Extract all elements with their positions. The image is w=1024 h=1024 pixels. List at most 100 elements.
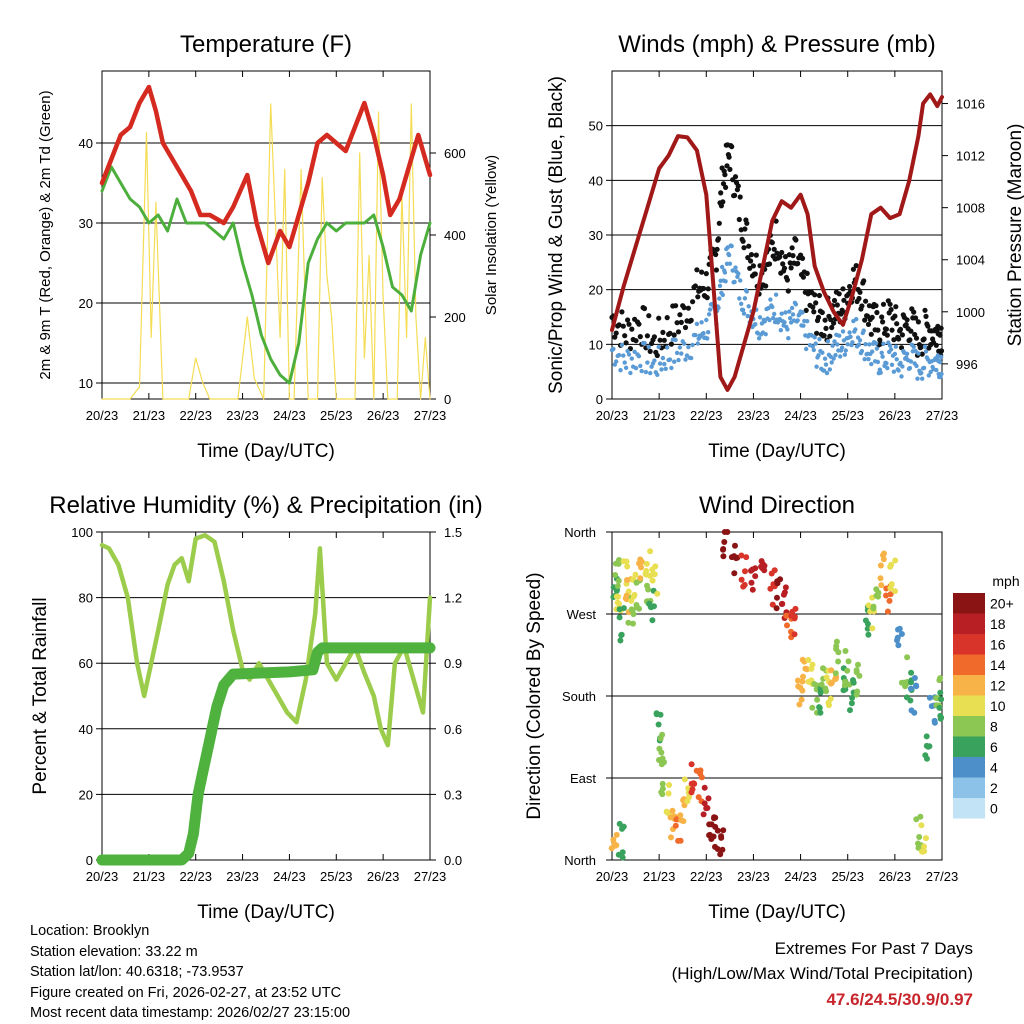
wind-point bbox=[726, 252, 732, 258]
gust-point bbox=[823, 325, 829, 331]
gust-point bbox=[613, 330, 619, 336]
direction-point bbox=[773, 605, 780, 612]
wind-point bbox=[767, 317, 772, 323]
gust-point bbox=[736, 216, 742, 223]
wind-point bbox=[908, 359, 914, 364]
direction-point bbox=[817, 689, 824, 696]
gust-point bbox=[681, 305, 687, 311]
elevation-text: Station elevation: 33.22 m bbox=[30, 943, 198, 960]
gust-point bbox=[893, 304, 899, 310]
wind-point bbox=[879, 350, 884, 355]
gust-point bbox=[907, 337, 913, 343]
wind-point bbox=[843, 348, 848, 353]
y2-tick-label: 200 bbox=[444, 310, 466, 325]
direction-point bbox=[615, 577, 622, 584]
wind-point bbox=[773, 292, 779, 297]
direction-point bbox=[622, 595, 629, 602]
wind-point bbox=[659, 367, 664, 372]
x-tick-label: 20/23 bbox=[86, 408, 119, 423]
gust-point bbox=[766, 261, 773, 267]
direction-point bbox=[636, 605, 642, 612]
gust-point bbox=[816, 292, 823, 299]
direction-point bbox=[918, 822, 925, 829]
direction-point bbox=[659, 780, 666, 787]
gust-point bbox=[678, 319, 684, 325]
wind-point bbox=[891, 369, 897, 374]
y-tick-label: 30 bbox=[79, 216, 93, 231]
gust-point bbox=[793, 237, 799, 243]
direction-point bbox=[631, 591, 638, 598]
gust-point bbox=[748, 252, 755, 258]
wind-point bbox=[619, 342, 625, 348]
direction-point bbox=[613, 593, 620, 600]
y2-axis-label-temperature: Solar Insolation (Yellow) bbox=[483, 155, 500, 315]
wind-point bbox=[705, 336, 710, 341]
wind-point bbox=[614, 359, 619, 364]
direction-point bbox=[653, 711, 660, 718]
gust-point bbox=[899, 332, 906, 338]
colorbar-label: 0 bbox=[990, 800, 998, 816]
gust-point bbox=[915, 319, 922, 325]
direction-point bbox=[794, 677, 801, 684]
wind-point bbox=[622, 360, 627, 365]
wind-point bbox=[618, 368, 623, 373]
gust-point bbox=[831, 297, 838, 304]
direction-point bbox=[865, 631, 872, 638]
direction-point bbox=[922, 752, 929, 759]
gust-point bbox=[836, 291, 842, 297]
wind-point bbox=[793, 302, 799, 307]
gust-point bbox=[938, 325, 944, 331]
y-tick-label: 10 bbox=[79, 376, 93, 391]
wind-point bbox=[822, 356, 828, 361]
wind-point bbox=[915, 376, 920, 381]
gust-point bbox=[831, 320, 837, 326]
direction-point bbox=[832, 675, 839, 682]
direction-point bbox=[898, 679, 905, 686]
gust-point bbox=[904, 317, 910, 323]
gust-point bbox=[722, 172, 728, 178]
gust-point bbox=[861, 278, 867, 284]
gust-point bbox=[685, 305, 692, 311]
gust-point bbox=[873, 303, 879, 309]
gust-point bbox=[763, 283, 769, 289]
gust-point bbox=[868, 331, 874, 337]
direction-point bbox=[668, 834, 674, 841]
gust-point bbox=[729, 144, 735, 150]
gust-point bbox=[667, 330, 673, 336]
wind-point bbox=[926, 373, 931, 378]
wind-point bbox=[719, 264, 725, 270]
direction-point bbox=[869, 625, 876, 632]
gust-point bbox=[913, 335, 920, 341]
wind-point bbox=[893, 344, 898, 349]
wind-point bbox=[704, 317, 709, 323]
series-2m-t-line bbox=[99, 84, 433, 266]
wind-point bbox=[737, 296, 742, 301]
direction-point bbox=[644, 582, 650, 589]
x-tick-label: 20/23 bbox=[86, 869, 119, 884]
direction-point bbox=[769, 601, 776, 608]
x-tick-label: 20/23 bbox=[596, 408, 629, 423]
wind-point bbox=[778, 328, 783, 333]
direction-point bbox=[916, 834, 923, 840]
gust-point bbox=[908, 328, 914, 334]
direction-point bbox=[923, 835, 929, 842]
wind-point bbox=[699, 320, 704, 325]
direction-point bbox=[833, 643, 840, 650]
direction-point bbox=[701, 800, 708, 807]
x-tick-label: 23/23 bbox=[226, 408, 259, 423]
direction-point bbox=[652, 563, 659, 570]
direction-point bbox=[842, 648, 849, 654]
direction-point bbox=[780, 591, 787, 598]
direction-point bbox=[877, 562, 884, 569]
direction-point bbox=[904, 654, 911, 661]
y2-tick-label: 0.3 bbox=[444, 787, 462, 802]
wind-point bbox=[652, 358, 657, 363]
direction-point bbox=[628, 597, 635, 604]
direction-point bbox=[714, 846, 721, 852]
wind-point bbox=[673, 337, 678, 343]
gust-point bbox=[847, 283, 853, 290]
direction-point bbox=[623, 558, 630, 565]
colorbar-swatch bbox=[953, 777, 985, 798]
direction-point bbox=[937, 689, 944, 696]
gust-point bbox=[723, 184, 729, 190]
